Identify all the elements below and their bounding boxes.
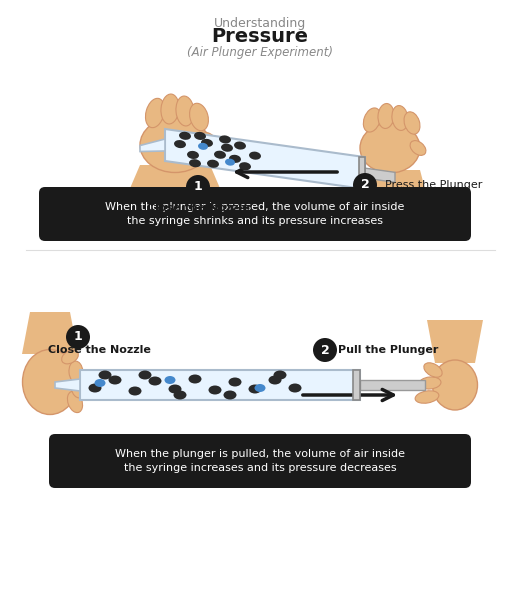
Text: 1: 1 [194,181,202,193]
Ellipse shape [410,140,426,155]
Ellipse shape [189,159,201,167]
Ellipse shape [207,160,219,168]
Ellipse shape [176,96,194,126]
Polygon shape [140,139,165,152]
Text: 2: 2 [361,179,369,191]
Polygon shape [359,157,365,189]
Text: Understanding: Understanding [214,17,306,30]
Polygon shape [353,370,360,400]
Ellipse shape [145,98,165,128]
Ellipse shape [363,108,381,132]
FancyBboxPatch shape [39,187,471,241]
Ellipse shape [94,379,105,387]
Ellipse shape [239,162,251,170]
Text: Close the Nozzle: Close the Nozzle [48,345,151,355]
Ellipse shape [432,360,478,410]
Ellipse shape [274,370,287,379]
Ellipse shape [214,151,226,159]
Text: Press the Plunger: Press the Plunger [378,180,482,190]
Ellipse shape [234,142,246,149]
Ellipse shape [404,112,420,134]
Ellipse shape [187,151,199,159]
Ellipse shape [22,349,78,415]
Ellipse shape [148,377,162,385]
Polygon shape [365,168,395,182]
Ellipse shape [139,370,152,379]
Ellipse shape [229,155,241,163]
Polygon shape [55,379,80,391]
Circle shape [186,175,210,199]
Ellipse shape [208,385,221,395]
Ellipse shape [221,143,233,152]
Ellipse shape [71,376,85,398]
Circle shape [313,338,337,362]
Ellipse shape [198,143,208,150]
Ellipse shape [289,383,302,392]
Ellipse shape [174,140,186,148]
Ellipse shape [378,104,394,128]
Ellipse shape [168,385,181,394]
Polygon shape [350,170,430,208]
Ellipse shape [67,391,82,413]
Ellipse shape [249,152,261,160]
Text: Pull the Plunger: Pull the Plunger [338,345,438,355]
Polygon shape [360,380,425,390]
Ellipse shape [268,376,281,385]
Text: Close the Nozzle: Close the Nozzle [146,203,250,213]
Ellipse shape [129,386,142,395]
Ellipse shape [61,350,78,364]
Ellipse shape [98,370,111,379]
Ellipse shape [189,374,202,383]
Ellipse shape [224,391,237,400]
Ellipse shape [190,103,208,131]
Text: 2: 2 [320,343,329,356]
Ellipse shape [89,383,102,392]
Ellipse shape [161,94,179,124]
Circle shape [66,325,90,349]
Ellipse shape [140,118,210,173]
Polygon shape [165,129,365,189]
Polygon shape [80,370,360,400]
Ellipse shape [254,384,266,392]
FancyBboxPatch shape [49,434,471,488]
Ellipse shape [219,136,231,143]
Ellipse shape [392,106,408,130]
Ellipse shape [69,361,83,383]
Ellipse shape [197,132,216,148]
Polygon shape [125,165,225,200]
Ellipse shape [360,123,420,173]
Ellipse shape [419,377,441,389]
Text: When the plunger is pressed, the volume of air inside
the syringe shrinks and it: When the plunger is pressed, the volume … [105,202,405,226]
Ellipse shape [179,132,191,140]
Circle shape [353,173,377,197]
Ellipse shape [249,385,262,394]
Ellipse shape [173,391,187,400]
Ellipse shape [415,391,439,403]
Ellipse shape [165,376,176,384]
Text: When the plunger is pulled, the volume of air inside
the syringe increases and i: When the plunger is pulled, the volume o… [115,449,405,473]
Polygon shape [427,320,483,363]
Ellipse shape [225,158,235,166]
Text: (Air Plunger Experiment): (Air Plunger Experiment) [187,46,333,59]
Ellipse shape [424,363,442,377]
Ellipse shape [108,376,121,385]
Text: 1: 1 [73,331,82,343]
Ellipse shape [194,132,206,140]
Polygon shape [22,312,78,354]
Text: Pressure: Pressure [212,27,308,46]
Ellipse shape [229,377,242,386]
Ellipse shape [201,139,213,147]
